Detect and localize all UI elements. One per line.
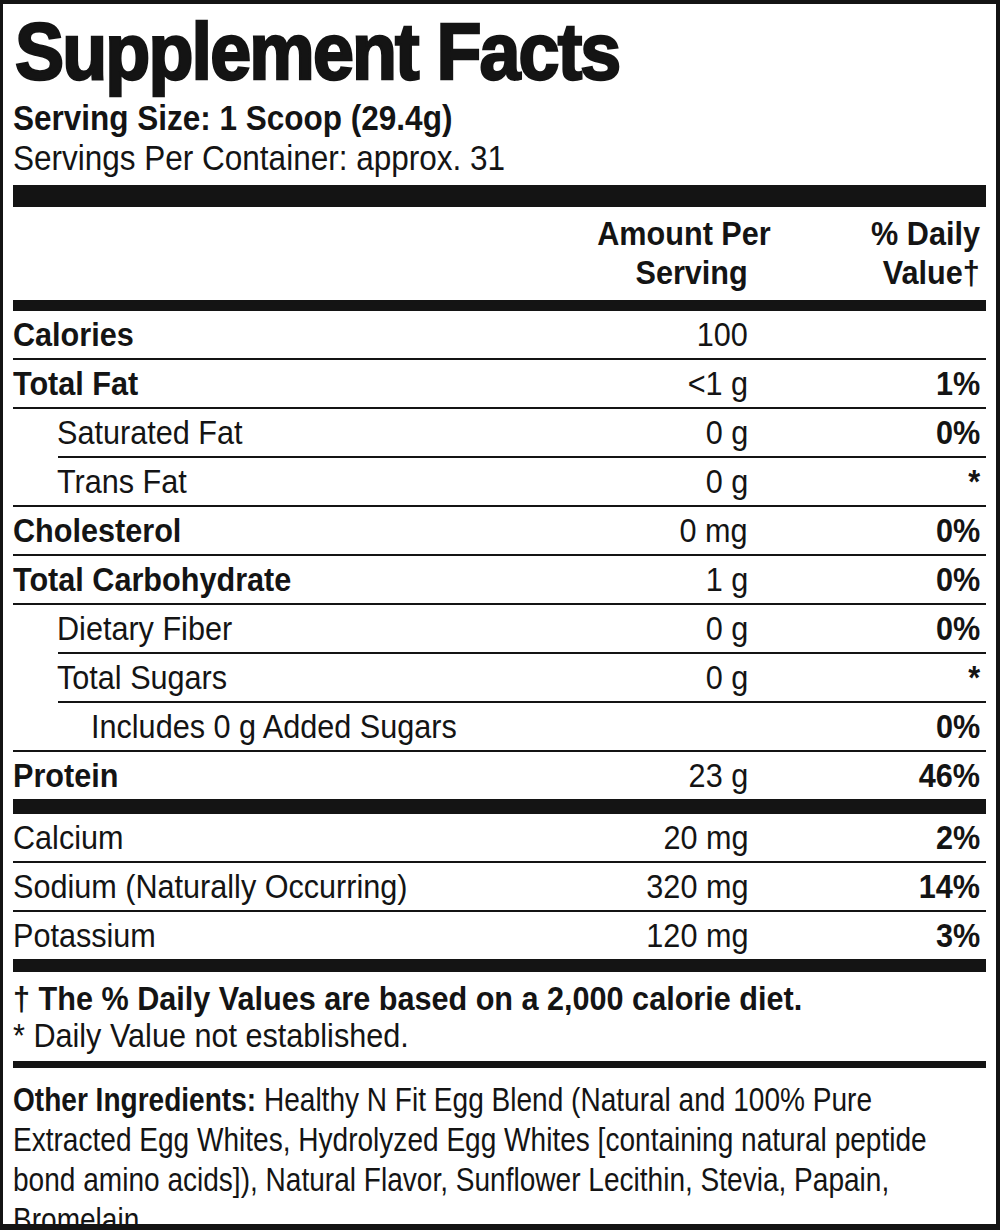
serving-size: Serving Size: 1 Scoop (29.4g) (13, 100, 986, 136)
nutrient-daily-value: 0% (748, 413, 986, 452)
nutrient-daily-value: 46% (748, 756, 986, 795)
table-row: Total Fat<1 g1% (13, 360, 986, 407)
daily-value-header: % Daily Value† (748, 214, 986, 292)
nutrient-daily-value: 0% (748, 707, 986, 746)
amount-per-serving-header: Amount Per Serving (578, 214, 748, 292)
thick-divider-minerals (13, 959, 986, 972)
table-header: Amount Per Serving % Daily Value† (13, 207, 986, 300)
nutrient-daily-value: 0% (748, 511, 986, 550)
nutrient-daily-value: 0% (748, 609, 986, 648)
page-title: Supplement Facts (15, 16, 908, 88)
table-row: Saturated Fat0 g0% (13, 409, 986, 456)
table-row: Includes 0 g Added Sugars 0% (13, 703, 986, 750)
nutrient-name: Total Sugars (13, 658, 578, 697)
nutrient-daily-value: 14% (748, 867, 986, 906)
table-row: Calories100 (13, 311, 986, 358)
table-row: Calcium20 mg2% (13, 814, 986, 861)
mineral-table: Calcium20 mg2%Sodium (Naturally Occurrin… (13, 814, 986, 959)
nutrient-daily-value: * (748, 658, 986, 697)
nutrient-daily-value: 0% (748, 560, 986, 599)
table-row: Cholesterol0 mg0% (13, 507, 986, 554)
table-row: Potassium120 mg3% (13, 912, 986, 959)
nutrient-amount: 0 mg (578, 511, 748, 550)
nutrient-name: Sodium (Naturally Occurring) (13, 867, 578, 906)
thick-divider-protein (13, 799, 986, 814)
nutrient-amount: <1 g (578, 364, 748, 403)
nutrient-name: Cholesterol (13, 511, 578, 550)
nutrient-amount: 0 g (578, 462, 748, 501)
nutrient-amount: 100 (578, 315, 748, 354)
supplement-facts-label: Supplement Facts Serving Size: 1 Scoop (… (0, 0, 1000, 1230)
nutrient-amount: 1 g (578, 560, 748, 599)
thick-divider-top (13, 185, 986, 207)
table-row: Protein23 g46% (13, 752, 986, 799)
table-row: Total Sugars0 g* (13, 654, 986, 701)
nutrient-amount: 120 mg (578, 916, 748, 955)
nutrient-daily-value: 1% (748, 364, 986, 403)
nutrient-amount: 0 g (578, 658, 748, 697)
table-row: Trans Fat0 g* (13, 458, 986, 505)
footnote-not-established: * Daily Value not established. (13, 1017, 986, 1054)
nutrient-name: Protein (13, 756, 578, 795)
nutrient-amount: 23 g (578, 756, 748, 795)
nutrient-amount: 0 g (578, 413, 748, 452)
nutrient-name: Trans Fat (13, 462, 578, 501)
thick-divider-header (13, 300, 986, 311)
nutrient-name: Calories (13, 315, 578, 354)
nutrient-daily-value: 3% (748, 916, 986, 955)
nutrient-name: Includes 0 g Added Sugars (13, 707, 578, 746)
nutrient-daily-value: 2% (748, 818, 986, 857)
table-row: Total Carbohydrate1 g0% (13, 556, 986, 603)
nutrient-name: Total Carbohydrate (13, 560, 578, 599)
nutrient-name: Dietary Fiber (13, 609, 578, 648)
servings-per-container: Servings Per Container: approx. 31 (13, 140, 986, 176)
nutrient-name: Potassium (13, 916, 578, 955)
nutrient-daily-value: * (748, 462, 986, 501)
nutrient-name: Calcium (13, 818, 578, 857)
table-row: Sodium (Naturally Occurring)320 mg14% (13, 863, 986, 910)
other-ingredients-label: Other Ingredients: (13, 1081, 256, 1118)
footnote-daily-value: † The % Daily Values are based on a 2,00… (13, 980, 986, 1017)
nutrient-name: Total Fat (13, 364, 578, 403)
other-ingredients: Other Ingredients: Healthy N Fit Egg Ble… (13, 1080, 940, 1230)
nutrient-amount: 320 mg (578, 867, 748, 906)
section-divider (13, 1061, 986, 1068)
nutrient-amount: 20 mg (578, 818, 748, 857)
table-row: Dietary Fiber0 g0% (13, 605, 986, 652)
nutrient-name: Saturated Fat (13, 413, 578, 452)
nutrient-table: Calories100Total Fat<1 g1%Saturated Fat0… (13, 311, 986, 799)
nutrient-amount: 0 g (578, 609, 748, 648)
